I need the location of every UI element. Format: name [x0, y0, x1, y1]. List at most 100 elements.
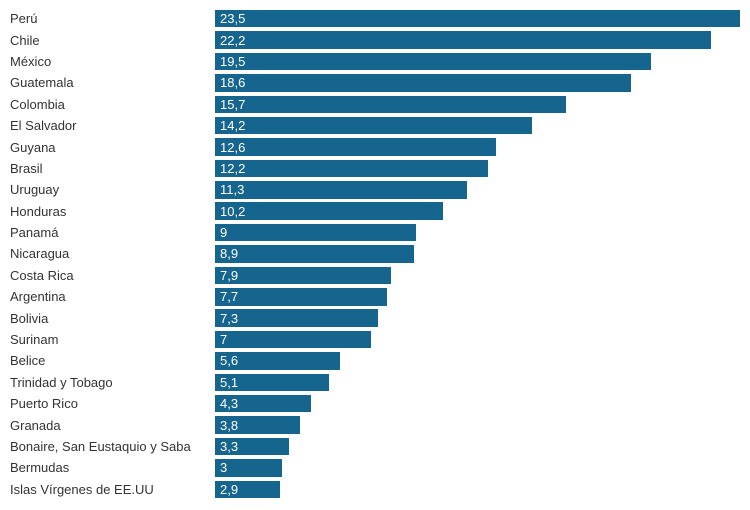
bar-label: Chile [10, 33, 215, 48]
bar-area: 7 [215, 329, 740, 350]
bar: 7 [215, 331, 371, 349]
bar-value: 10,2 [215, 204, 245, 219]
bar: 8,9 [215, 245, 414, 263]
bar-row: Uruguay11,3 [10, 179, 740, 200]
bar-row: Argentina7,7 [10, 286, 740, 307]
bar-row: Nicaragua8,9 [10, 243, 740, 264]
bar-row: Chile22,2 [10, 29, 740, 50]
bar-value: 19,5 [215, 54, 245, 69]
bar-label: Panamá [10, 225, 215, 240]
bar-area: 10,2 [215, 201, 740, 222]
bar-area: 23,5 [215, 8, 740, 29]
bar-area: 22,2 [215, 29, 740, 50]
bar-label: Granada [10, 418, 215, 433]
bar-area: 14,2 [215, 115, 740, 136]
bar-value: 5,6 [215, 353, 238, 368]
bar-row: Costa Rica7,9 [10, 265, 740, 286]
bar: 2,9 [215, 481, 280, 499]
bar: 5,1 [215, 374, 329, 392]
bar-label: México [10, 54, 215, 69]
bar: 3,3 [215, 438, 289, 456]
bar-row: Puerto Rico4,3 [10, 393, 740, 414]
bar-area: 4,3 [215, 393, 740, 414]
bar-row: México19,5 [10, 51, 740, 72]
bar-area: 19,5 [215, 51, 740, 72]
bar: 5,6 [215, 352, 340, 370]
bar: 7,9 [215, 267, 391, 285]
bar-label: Bolivia [10, 311, 215, 326]
bar-area: 5,6 [215, 350, 740, 371]
bar-value: 7,7 [215, 289, 238, 304]
bar-row: Guatemala18,6 [10, 72, 740, 93]
bar-row: Colombia15,7 [10, 94, 740, 115]
bar-area: 3 [215, 457, 740, 478]
bar-area: 7,7 [215, 286, 740, 307]
bar: 12,2 [215, 160, 488, 178]
bar: 15,7 [215, 96, 566, 114]
bar-value: 15,7 [215, 97, 245, 112]
bar: 7,7 [215, 288, 387, 306]
bar-value: 3,3 [215, 439, 238, 454]
bar-row: Granada3,8 [10, 414, 740, 435]
bar-label: Bonaire, San Eustaquio y Saba [10, 439, 215, 454]
bar-value: 3 [215, 460, 227, 475]
bar-row: Islas Vírgenes de EE.UU2,9 [10, 479, 740, 500]
bar-label: El Salvador [10, 118, 215, 133]
bar-area: 9 [215, 222, 740, 243]
bar: 11,3 [215, 181, 467, 199]
bar-value: 11,3 [215, 182, 244, 197]
bar-row: Trinidad y Tobago5,1 [10, 372, 740, 393]
bar-area: 7,9 [215, 265, 740, 286]
bar-value: 23,5 [215, 11, 245, 26]
bar-area: 8,9 [215, 243, 740, 264]
horizontal-bar-chart: Perú23,5Chile22,2México19,5Guatemala18,6… [0, 0, 750, 508]
bar: 4,3 [215, 395, 311, 413]
bar-label: Islas Vírgenes de EE.UU [10, 482, 215, 497]
bar-value: 8,9 [215, 246, 238, 261]
bar-value: 9 [215, 225, 227, 240]
bar-area: 18,6 [215, 72, 740, 93]
bar: 18,6 [215, 74, 631, 92]
bar-label: Perú [10, 11, 215, 26]
bar: 12,6 [215, 138, 496, 156]
bar-row: Brasil12,2 [10, 158, 740, 179]
bar-label: Belice [10, 353, 215, 368]
bar-value: 7,9 [215, 268, 238, 283]
bar: 7,3 [215, 309, 378, 327]
bar-area: 12,2 [215, 158, 740, 179]
bar: 14,2 [215, 117, 532, 135]
bar: 23,5 [215, 10, 740, 28]
bar-area: 15,7 [215, 94, 740, 115]
bar-label: Colombia [10, 97, 215, 112]
bar-row: Bermudas3 [10, 457, 740, 478]
bar-label: Nicaragua [10, 246, 215, 261]
bar-label: Bermudas [10, 460, 215, 475]
bar-label: Surinam [10, 332, 215, 347]
bar-value: 4,3 [215, 396, 238, 411]
bar-label: Uruguay [10, 182, 215, 197]
bar: 3,8 [215, 416, 300, 434]
bar-row: El Salvador14,2 [10, 115, 740, 136]
bar-value: 22,2 [215, 33, 245, 48]
bar-value: 7 [215, 332, 227, 347]
bar-area: 3,3 [215, 436, 740, 457]
bar: 22,2 [215, 31, 711, 49]
bar-row: Belice5,6 [10, 350, 740, 371]
bar-label: Puerto Rico [10, 396, 215, 411]
bar-value: 12,6 [215, 140, 245, 155]
bar-area: 7,3 [215, 307, 740, 328]
bar: 10,2 [215, 202, 443, 220]
bar-row: Honduras10,2 [10, 201, 740, 222]
bar-row: Guyana12,6 [10, 136, 740, 157]
bar-label: Costa Rica [10, 268, 215, 283]
bar-row: Bonaire, San Eustaquio y Saba3,3 [10, 436, 740, 457]
bar-area: 5,1 [215, 372, 740, 393]
bar: 3 [215, 459, 282, 477]
bar-label: Trinidad y Tobago [10, 375, 215, 390]
bar-label: Brasil [10, 161, 215, 176]
bar: 19,5 [215, 53, 651, 71]
bar-value: 7,3 [215, 311, 238, 326]
bar-row: Panamá9 [10, 222, 740, 243]
bar-value: 18,6 [215, 75, 245, 90]
bar-label: Honduras [10, 204, 215, 219]
